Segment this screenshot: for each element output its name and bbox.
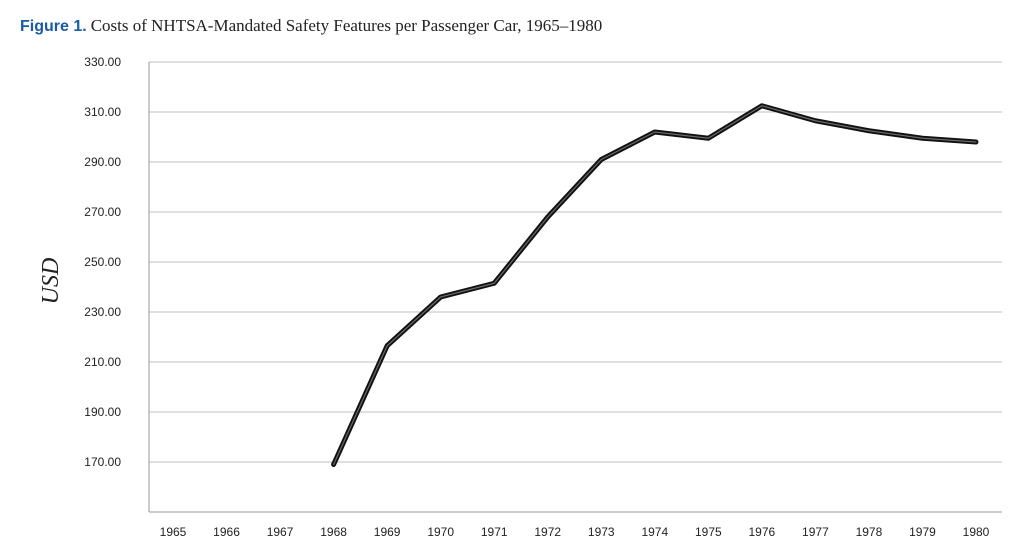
x-tick-label: 1972 — [534, 525, 561, 539]
y-tick-labels: 170.00 190.00 210.00 230.00 250.00 270.00 290.… — [84, 55, 121, 469]
x-tick-label: 1978 — [856, 525, 883, 539]
x-tick-label: 1977 — [802, 525, 829, 539]
figure-label: Figure 1. — [20, 18, 87, 35]
x-tick-label: 1974 — [641, 525, 668, 539]
figure-caption: Figure 1. Costs of NHTSA-Mandated Safety… — [20, 16, 602, 36]
series-line — [331, 103, 979, 467]
axes — [148, 62, 1002, 513]
figure-title: Costs of NHTSA-Mandated Safety Features … — [90, 16, 603, 35]
x-tick-label: 1971 — [481, 525, 508, 539]
x-tick-label: 1970 — [427, 525, 454, 539]
grid-lines — [149, 61, 1002, 463]
y-tick-label: 270.00 — [84, 205, 121, 219]
y-tick-label: 290.00 — [84, 155, 121, 169]
y-tick-label: 310.00 — [84, 105, 121, 119]
x-tick-label: 1975 — [695, 525, 722, 539]
y-tick-label: 250.00 — [84, 255, 121, 269]
y-tick-label: 190.00 — [84, 405, 121, 419]
x-tick-label: 1966 — [213, 525, 240, 539]
y-tick-label: 210.00 — [84, 355, 121, 369]
x-tick-label: 1969 — [374, 525, 401, 539]
y-axis-label: USD — [38, 258, 64, 305]
y-tick-label: 170.00 — [84, 455, 121, 469]
x-tick-label: 1979 — [909, 525, 936, 539]
x-tick-label: 1968 — [320, 525, 347, 539]
series — [331, 103, 979, 467]
x-tick-label: 1973 — [588, 525, 615, 539]
x-tick-label: 1965 — [160, 525, 187, 539]
x-tick-label: 1976 — [749, 525, 776, 539]
x-tick-label: 1980 — [963, 525, 990, 539]
y-tick-label: 330.00 — [84, 55, 121, 69]
x-tick-labels: 1965 1966 1967 1968 1969 1970 1971 1972 1973 1974… — [160, 525, 990, 539]
series-line-highlight — [333, 105, 977, 466]
y-tick-label: 230.00 — [84, 305, 121, 319]
x-tick-label: 1967 — [267, 525, 294, 539]
